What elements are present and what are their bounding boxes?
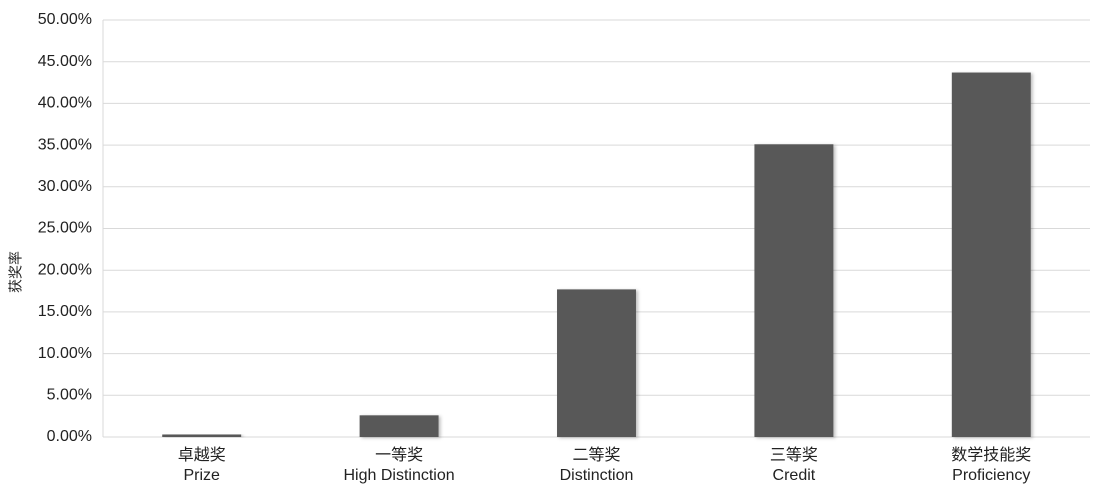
bar: [557, 289, 636, 437]
y-tick-label: 35.00%: [38, 136, 92, 153]
x-tick-label: 三等奖 Credit: [769, 447, 818, 484]
y-tick-label: 0.00%: [47, 428, 92, 445]
x-tick-label: 数学技能奖 Proficiency: [951, 447, 1032, 484]
bar: [162, 434, 242, 437]
y-tick-label: 50.00%: [38, 11, 92, 28]
y-tick-label: 45.00%: [38, 53, 92, 70]
x-tick-label: 卓越奖 Prize: [177, 447, 226, 484]
y-tick-label: 15.00%: [38, 303, 92, 320]
y-tick-label: 10.00%: [38, 345, 92, 362]
y-axis-label: 获奖率: [8, 251, 24, 293]
y-tick-label: 30.00%: [38, 178, 92, 195]
x-tick-label: 二等奖 Distinction: [559, 447, 634, 484]
y-tick-label: 20.00%: [38, 261, 92, 278]
y-tick-label: 40.00%: [38, 95, 92, 112]
x-tick-label: 一等奖 High Distinction: [343, 447, 455, 484]
y-tick-label: 5.00%: [47, 387, 92, 404]
bar: [951, 72, 1031, 438]
bar: [359, 415, 439, 437]
y-tick-label: 25.00%: [38, 220, 92, 237]
bar: [754, 144, 834, 438]
